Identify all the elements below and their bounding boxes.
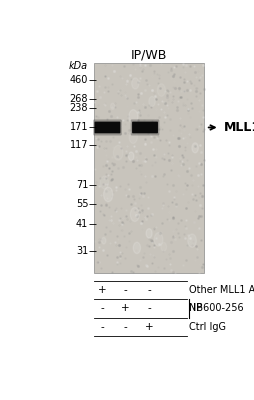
Circle shape bbox=[148, 96, 155, 106]
Text: 117: 117 bbox=[69, 140, 88, 150]
Bar bbox=[94, 64, 203, 273]
Circle shape bbox=[133, 242, 140, 254]
Circle shape bbox=[128, 152, 133, 160]
Text: Ctrl IgG: Ctrl IgG bbox=[188, 322, 225, 332]
Circle shape bbox=[110, 103, 114, 110]
Circle shape bbox=[157, 84, 165, 96]
Text: +: + bbox=[145, 322, 153, 332]
FancyBboxPatch shape bbox=[94, 122, 120, 133]
Text: 171: 171 bbox=[69, 122, 88, 132]
Text: 268: 268 bbox=[69, 94, 88, 104]
Text: -: - bbox=[123, 322, 127, 332]
Text: 31: 31 bbox=[76, 246, 88, 256]
Circle shape bbox=[191, 143, 198, 153]
Circle shape bbox=[128, 110, 137, 124]
Circle shape bbox=[103, 187, 113, 202]
Text: -: - bbox=[147, 285, 151, 295]
Text: -: - bbox=[100, 322, 103, 332]
Text: +: + bbox=[121, 303, 130, 313]
Text: 41: 41 bbox=[76, 218, 88, 228]
Circle shape bbox=[160, 242, 166, 251]
Text: kDa: kDa bbox=[69, 62, 88, 72]
Text: NB600-256: NB600-256 bbox=[188, 303, 243, 313]
Circle shape bbox=[130, 207, 139, 222]
Text: 71: 71 bbox=[75, 180, 88, 190]
Circle shape bbox=[101, 237, 105, 244]
Text: -: - bbox=[147, 303, 151, 313]
Text: -: - bbox=[123, 285, 127, 295]
Text: +: + bbox=[97, 285, 106, 295]
Text: MLL1: MLL1 bbox=[223, 121, 254, 134]
Circle shape bbox=[129, 130, 137, 144]
Text: IP: IP bbox=[192, 303, 201, 313]
Text: IP/WB: IP/WB bbox=[130, 48, 167, 61]
FancyBboxPatch shape bbox=[132, 122, 157, 133]
FancyBboxPatch shape bbox=[130, 120, 159, 136]
Text: -: - bbox=[100, 303, 103, 313]
Circle shape bbox=[131, 78, 138, 89]
FancyBboxPatch shape bbox=[93, 120, 121, 136]
Text: 55: 55 bbox=[75, 198, 88, 208]
Circle shape bbox=[113, 145, 122, 160]
Circle shape bbox=[146, 229, 152, 238]
Circle shape bbox=[100, 176, 108, 189]
Text: Other MLL1 Ab: Other MLL1 Ab bbox=[188, 285, 254, 295]
Circle shape bbox=[154, 233, 162, 246]
Text: 238: 238 bbox=[69, 103, 88, 113]
Circle shape bbox=[187, 234, 196, 247]
Text: 460: 460 bbox=[70, 75, 88, 85]
